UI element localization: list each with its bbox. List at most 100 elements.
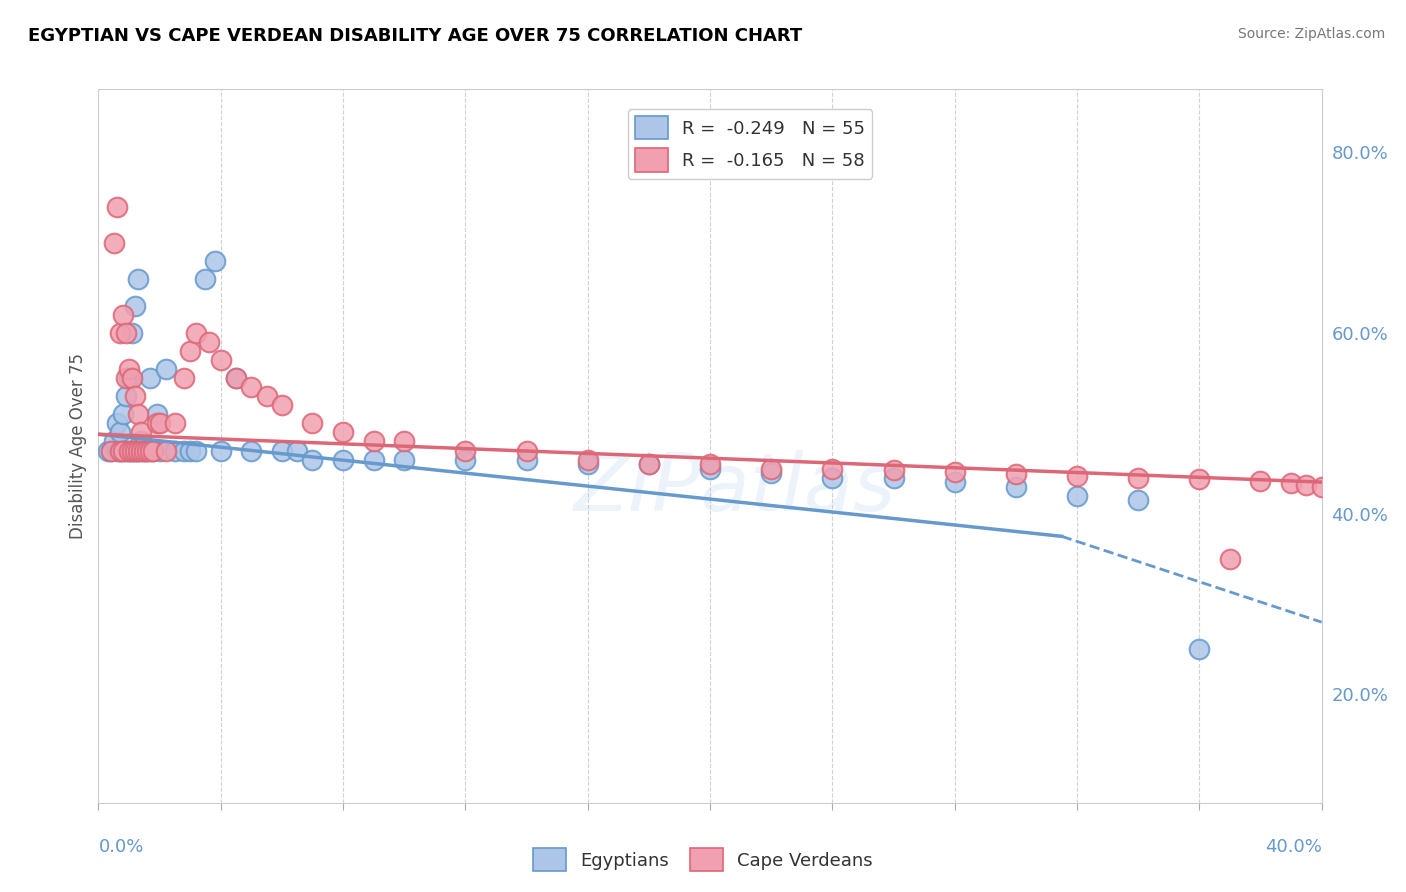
- Point: [301, 417, 323, 431]
- Point: [105, 200, 128, 214]
- Text: 0.0%: 0.0%: [98, 838, 143, 856]
- Point: [105, 443, 128, 458]
- Point: [97, 443, 120, 458]
- Point: [179, 344, 201, 359]
- Point: [115, 443, 138, 458]
- Y-axis label: Disability Age Over 75: Disability Age Over 75: [69, 353, 87, 539]
- Point: [145, 417, 167, 431]
- Point: [699, 457, 721, 471]
- Point: [186, 326, 208, 340]
- Point: [225, 371, 247, 385]
- Point: [118, 371, 141, 385]
- Point: [516, 443, 538, 458]
- Point: [454, 443, 477, 458]
- Point: [637, 457, 661, 471]
- Point: [173, 371, 195, 385]
- Point: [516, 452, 538, 467]
- Point: [127, 408, 149, 422]
- Point: [129, 425, 152, 440]
- Point: [118, 443, 141, 458]
- Point: [179, 443, 201, 458]
- Point: [943, 475, 966, 490]
- Point: [332, 452, 354, 467]
- Point: [883, 470, 905, 484]
- Point: [1295, 478, 1317, 492]
- Point: [136, 443, 159, 458]
- Point: [121, 443, 143, 458]
- Point: [124, 299, 146, 313]
- Point: [576, 457, 599, 471]
- Point: [1004, 467, 1026, 481]
- Point: [576, 452, 599, 467]
- Point: [145, 408, 167, 422]
- Point: [209, 443, 232, 458]
- Point: [103, 235, 125, 250]
- Point: [115, 389, 138, 403]
- Point: [1066, 489, 1088, 503]
- Point: [124, 443, 146, 458]
- Point: [821, 470, 844, 484]
- Point: [142, 443, 165, 458]
- Point: [111, 408, 134, 422]
- Point: [124, 443, 146, 458]
- Point: [256, 389, 278, 403]
- Text: ZIPatlas: ZIPatlas: [574, 450, 896, 528]
- Point: [301, 452, 323, 467]
- Point: [100, 443, 122, 458]
- Point: [204, 253, 226, 268]
- Point: [121, 371, 143, 385]
- Point: [392, 434, 416, 449]
- Point: [1310, 480, 1333, 494]
- Point: [127, 443, 149, 458]
- Point: [136, 443, 159, 458]
- Point: [108, 443, 131, 458]
- Point: [163, 417, 186, 431]
- Point: [129, 443, 152, 458]
- Point: [1004, 480, 1026, 494]
- Point: [759, 466, 782, 480]
- Point: [155, 443, 177, 458]
- Point: [111, 443, 134, 458]
- Point: [108, 443, 131, 458]
- Point: [883, 463, 905, 477]
- Point: [129, 434, 152, 449]
- Point: [209, 353, 232, 368]
- Point: [124, 389, 146, 403]
- Point: [759, 461, 782, 475]
- Point: [115, 371, 138, 385]
- Point: [108, 425, 131, 440]
- Point: [105, 417, 128, 431]
- Point: [139, 371, 162, 385]
- Point: [118, 362, 141, 376]
- Point: [194, 272, 217, 286]
- Point: [103, 434, 125, 449]
- Point: [197, 335, 219, 350]
- Point: [240, 443, 263, 458]
- Point: [699, 461, 721, 475]
- Point: [1188, 472, 1211, 486]
- Point: [186, 443, 208, 458]
- Point: [127, 443, 149, 458]
- Point: [100, 443, 122, 458]
- Text: Source: ZipAtlas.com: Source: ZipAtlas.com: [1237, 27, 1385, 41]
- Point: [1249, 474, 1271, 488]
- Point: [149, 443, 172, 458]
- Text: 40.0%: 40.0%: [1265, 838, 1322, 856]
- Point: [225, 371, 247, 385]
- Point: [1128, 493, 1150, 508]
- Point: [127, 272, 149, 286]
- Point: [108, 326, 131, 340]
- Point: [363, 452, 385, 467]
- Point: [392, 452, 416, 467]
- Point: [163, 443, 186, 458]
- Point: [943, 465, 966, 479]
- Point: [1188, 642, 1211, 657]
- Point: [173, 443, 195, 458]
- Legend: Egyptians, Cape Verdeans: Egyptians, Cape Verdeans: [526, 841, 880, 879]
- Point: [118, 443, 141, 458]
- Point: [270, 443, 292, 458]
- Point: [1128, 470, 1150, 484]
- Point: [332, 425, 354, 440]
- Point: [134, 443, 156, 458]
- Point: [139, 443, 162, 458]
